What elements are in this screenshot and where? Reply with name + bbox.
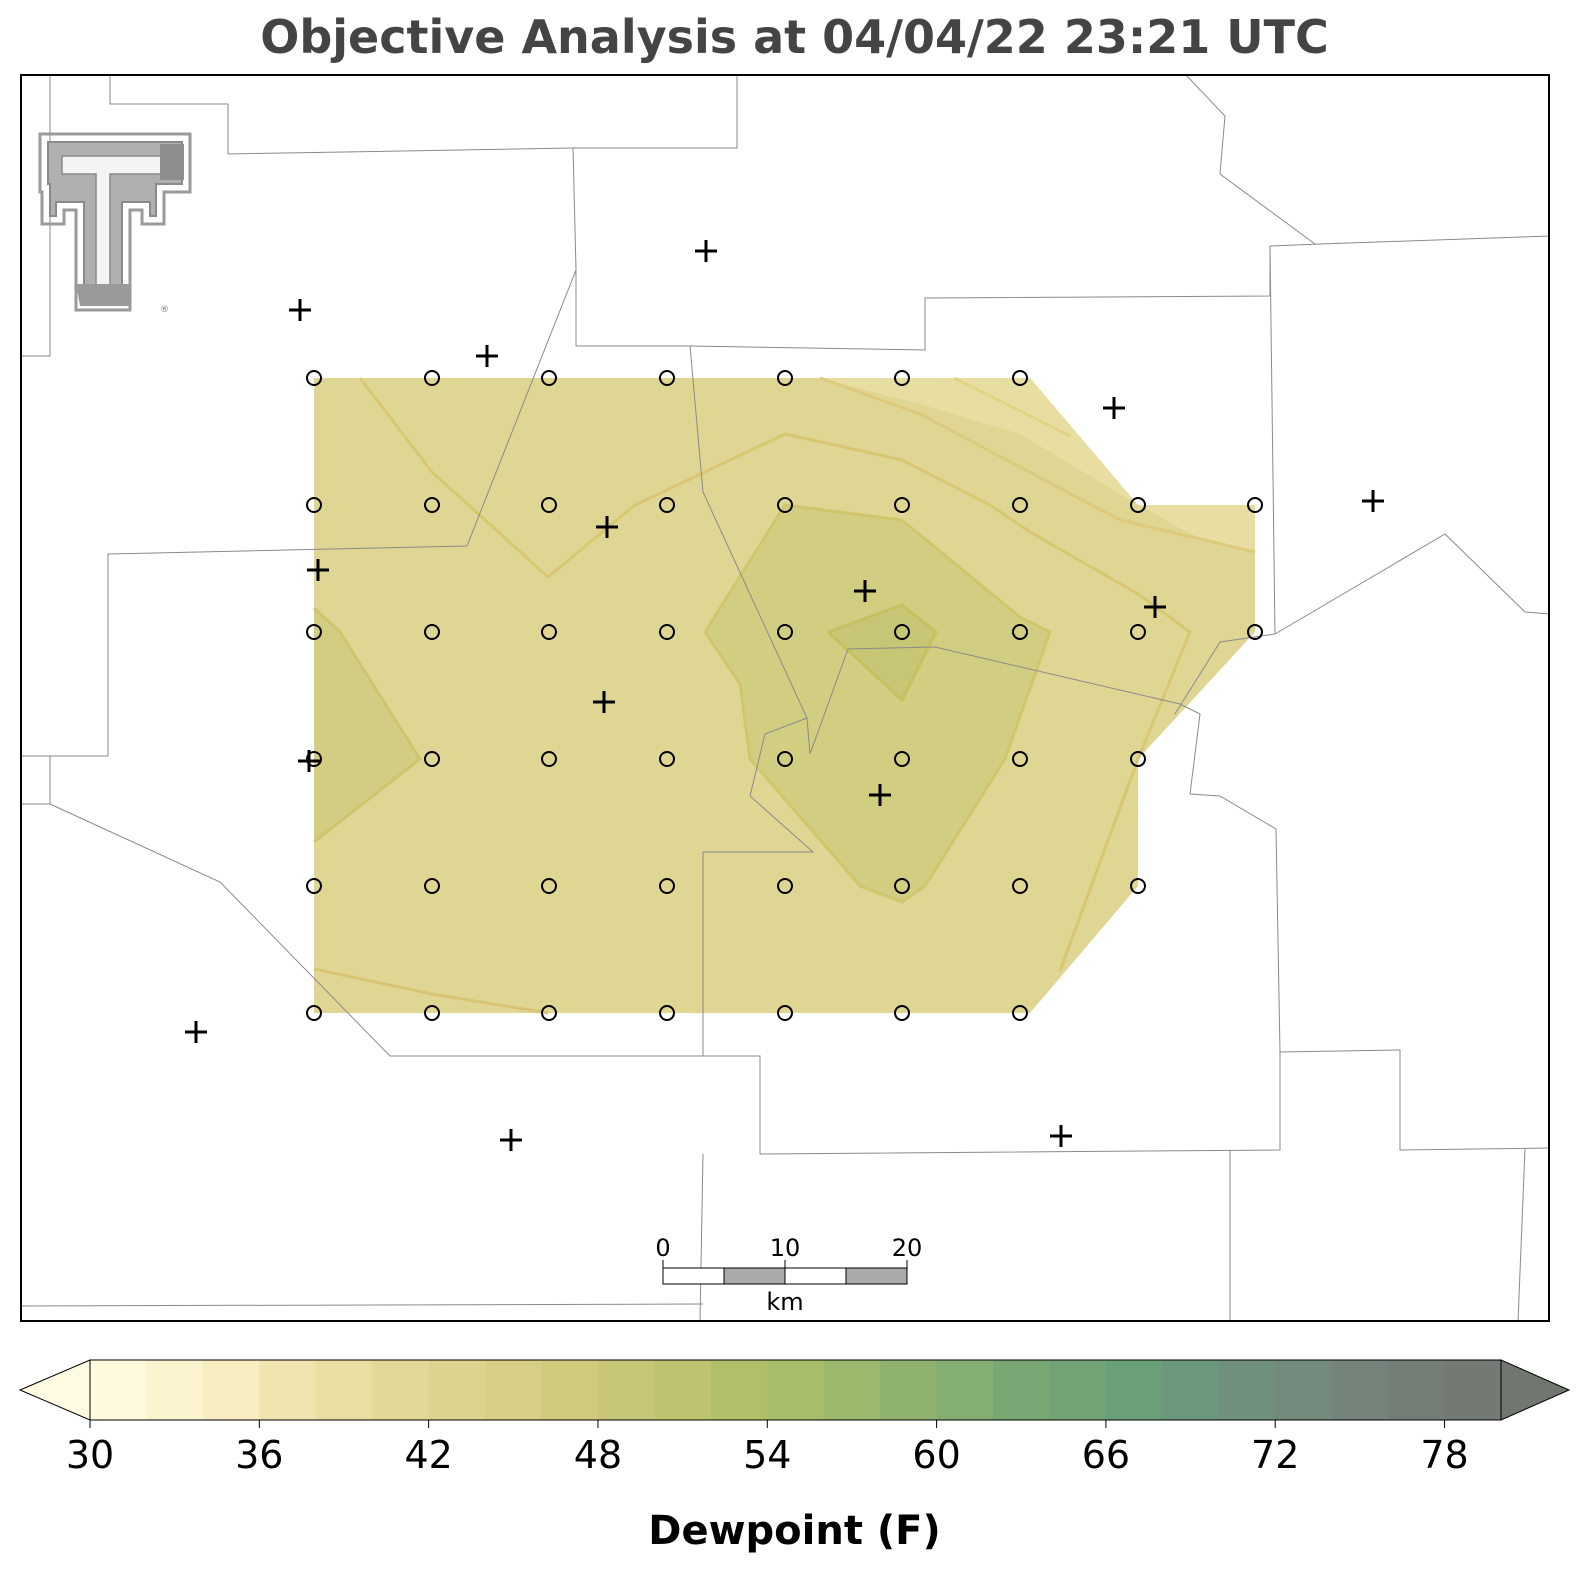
colorbar-cell bbox=[880, 1360, 938, 1420]
colorbar-cell bbox=[541, 1360, 599, 1420]
station-markers bbox=[185, 240, 1384, 1151]
map-panel: ® 0 10 20 km bbox=[20, 74, 1550, 1322]
colorbar-ticks: 30 36 42 48 54 60 66 72 78 bbox=[66, 1420, 1469, 1477]
colorbar-tick-label: 60 bbox=[912, 1433, 960, 1477]
map-frame bbox=[20, 74, 1550, 1322]
texas-tech-double-t-logo bbox=[38, 132, 192, 312]
colorbar-label: Dewpoint (F) bbox=[648, 1508, 941, 1554]
colorbar-cell bbox=[372, 1360, 430, 1420]
colorbar-cell bbox=[202, 1360, 260, 1420]
contour-lines bbox=[312, 376, 1256, 1015]
colorbar-cell bbox=[146, 1360, 204, 1420]
colorbar-cell bbox=[90, 1360, 147, 1420]
colorbar-cell bbox=[1105, 1360, 1163, 1420]
colorbar-cells bbox=[18, 1359, 1571, 1421]
logo-registered-mark: ® bbox=[160, 305, 169, 315]
colorbar-tick-label: 72 bbox=[1251, 1433, 1299, 1477]
colorbar-cell bbox=[1275, 1360, 1333, 1420]
analysis-fill-light bbox=[820, 378, 1255, 552]
analysis-fill-west bbox=[314, 608, 420, 842]
colorbar-cell bbox=[1331, 1360, 1389, 1420]
scale-bar: 0 10 20 km bbox=[655, 1234, 922, 1316]
colorbar-cell bbox=[767, 1360, 825, 1420]
scale-label-20: 20 bbox=[892, 1234, 923, 1262]
colorbar-cell bbox=[1388, 1360, 1446, 1420]
county-boundaries bbox=[20, 74, 1550, 1322]
colorbar-cell bbox=[485, 1360, 543, 1420]
colorbar: 30 36 42 48 54 60 66 72 78 bbox=[18, 1359, 1571, 1477]
colorbar-frame bbox=[89, 1359, 1502, 1421]
colorbar-tick-label: 66 bbox=[1082, 1433, 1130, 1477]
map-title: Objective Analysis at 04/04/22 23:21 UTC bbox=[260, 10, 1329, 64]
scale-label-10: 10 bbox=[770, 1234, 801, 1262]
scale-unit: km bbox=[766, 1288, 803, 1316]
colorbar-cell bbox=[1444, 1360, 1502, 1420]
colorbar-cell bbox=[1162, 1360, 1220, 1420]
colorbar-tick-label: 78 bbox=[1420, 1433, 1468, 1477]
colorbar-under-arrow bbox=[18, 1359, 91, 1421]
colorbar-tick-label: 30 bbox=[66, 1433, 114, 1477]
colorbar-tick-label: 36 bbox=[235, 1433, 283, 1477]
colorbar-tick-label: 42 bbox=[404, 1433, 452, 1477]
colorbar-cell bbox=[654, 1360, 712, 1420]
colorbar-cell bbox=[259, 1360, 317, 1420]
colorbar-cell bbox=[710, 1360, 768, 1420]
scale-label-0: 0 bbox=[655, 1234, 670, 1262]
analysis-fill-dark bbox=[705, 505, 1050, 902]
colorbar-cell bbox=[936, 1360, 994, 1420]
colorbar-cell bbox=[1218, 1360, 1276, 1420]
colorbar-cell bbox=[428, 1360, 486, 1420]
colorbar-cell bbox=[993, 1360, 1050, 1420]
colorbar-over-arrow bbox=[1500, 1359, 1571, 1421]
colorbar-cell bbox=[823, 1360, 881, 1420]
colorbar-tick-label: 54 bbox=[743, 1433, 791, 1477]
colorbar-cell bbox=[315, 1360, 373, 1420]
colorbar-tick-label: 48 bbox=[574, 1433, 622, 1477]
grid-points bbox=[306, 370, 1263, 1021]
colorbar-cell bbox=[597, 1360, 655, 1420]
colorbar-cell bbox=[1049, 1360, 1107, 1420]
